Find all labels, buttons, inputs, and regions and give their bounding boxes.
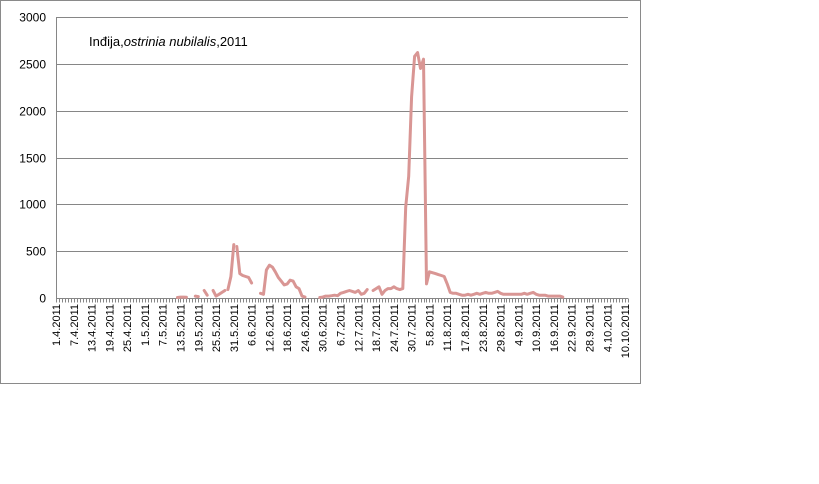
x-tick-label: 18.7.2011: [371, 304, 383, 352]
title-species: ostrinia nubilalis: [124, 34, 217, 49]
y-tick-label: 2500: [19, 58, 46, 72]
x-tick-label: 31.5.2011: [229, 304, 241, 352]
x-tick-label: 12.6.2011: [264, 304, 276, 352]
x-tick-label: 30.6.2011: [318, 304, 330, 352]
series-segment: [318, 288, 369, 299]
x-tick-label: 5.8.2011: [424, 304, 436, 346]
x-tick-label: 10.10.2011: [620, 304, 632, 358]
x-tick-label: 13.4.2011: [87, 304, 99, 352]
y-tick-label: 1000: [19, 198, 46, 212]
series-segment: [235, 245, 254, 285]
x-tick-label: 13.5.2011: [175, 304, 187, 352]
line-chart: 0 500 1000 1500 2000 2500 3000 1.4.2011 7.4.201…: [19, 11, 632, 359]
axes: [56, 17, 629, 303]
x-tick-label: 6.7.2011: [336, 304, 348, 346]
title-year: ,2011: [216, 34, 248, 49]
x-tick-label: 6.6.2011: [247, 304, 259, 346]
series-segment: [202, 289, 209, 297]
y-tick-labels: 0 500 1000 1500 2000 2500 3000: [19, 11, 46, 306]
x-tick-label: 23.8.2011: [478, 304, 490, 352]
series-segment: [226, 243, 236, 292]
x-tick-label: 17.8.2011: [460, 304, 472, 352]
y-tick-label: 500: [26, 245, 46, 259]
y-tick-label: 3000: [19, 11, 46, 25]
gridlines: [56, 17, 628, 252]
series-segment: [371, 51, 565, 299]
x-tick-label: 25.4.2011: [122, 304, 134, 352]
x-tick-label: 4.9.2011: [513, 304, 525, 346]
x-tick-label: 19.5.2011: [193, 304, 205, 352]
y-tick-label: 1500: [19, 152, 46, 166]
x-tick-label: 7.4.2011: [69, 304, 81, 346]
y-tick-label: 0: [39, 292, 46, 306]
x-tick-label: 29.8.2011: [496, 304, 508, 352]
x-tick-label: 12.7.2011: [353, 304, 365, 352]
series-segment: [193, 294, 200, 299]
x-tick-label: 24.6.2011: [300, 304, 312, 352]
chart-title: Inđija,ostrinia nubilalis,2011: [89, 34, 248, 49]
x-tick-label: 4.10.2011: [602, 304, 614, 352]
x-tick-label: 24.7.2011: [389, 304, 401, 352]
x-tick-label: 30.7.2011: [407, 304, 419, 352]
x-tick-label: 19.4.2011: [104, 304, 116, 352]
x-tick-labels: 1.4.2011 7.4.2011 13.4.2011 19.4.2011 25.4.2…: [51, 304, 632, 358]
series-line: [176, 51, 565, 299]
x-tick-label: 1.5.2011: [140, 304, 152, 346]
x-tick-label: 25.5.2011: [211, 304, 223, 352]
title-place: Inđija,: [89, 34, 124, 49]
x-tick-label: 16.9.2011: [549, 304, 561, 352]
x-tick-label: 22.9.2011: [567, 304, 579, 352]
series-segment: [211, 289, 227, 298]
series-segment: [259, 263, 307, 299]
x-tick-label: 7.5.2011: [158, 304, 170, 346]
x-tick-label: 18.6.2011: [282, 304, 294, 352]
x-tick-label: 1.4.2011: [51, 304, 63, 346]
x-tick-label: 11.8.2011: [442, 304, 454, 351]
x-tick-label: 28.9.2011: [584, 304, 596, 352]
x-tick-label: 10.9.2011: [531, 304, 543, 352]
chart-frame: 0 500 1000 1500 2000 2500 3000 1.4.2011 7.4.201…: [0, 0, 641, 384]
y-tick-label: 2000: [19, 105, 46, 119]
